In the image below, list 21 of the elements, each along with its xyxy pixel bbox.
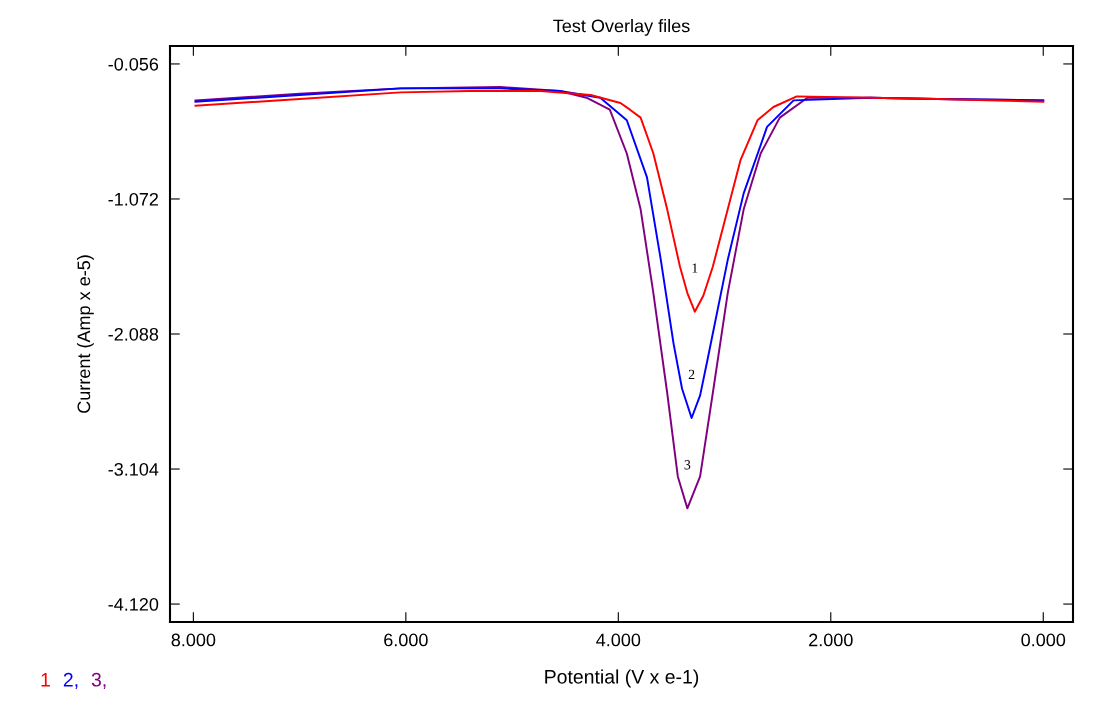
series-label: 1 [692,263,698,273]
text: 2, [63,672,78,689]
annotation: 2 [688,369,695,379]
y-tick-label: -1.072 [108,192,158,206]
line-series [194,87,1045,419]
x-tick-label: 2.000 [809,633,853,647]
line-series [194,90,1045,313]
y-tick-label: -4.120 [108,597,159,611]
x-tick-label: 0.000 [1021,633,1066,647]
annotation: 3 [684,460,691,470]
text: 3, [91,672,106,689]
chart-title: Test Overlay files [553,19,690,36]
y-tick-label: -0.056 [108,57,159,71]
y-axis-title: Current (Amp x e-5) [76,255,94,413]
x-axis-title: Potential (V x e-1) [545,669,699,688]
text: 1 [41,673,50,687]
y-tick-label: -3.104 [108,462,159,476]
x-tick-label: 6.000 [384,633,428,647]
y-tick-label: -2.088 [108,327,159,341]
x-tick-label: 8.000 [171,633,216,647]
x-tick-label: 4.000 [596,633,641,647]
